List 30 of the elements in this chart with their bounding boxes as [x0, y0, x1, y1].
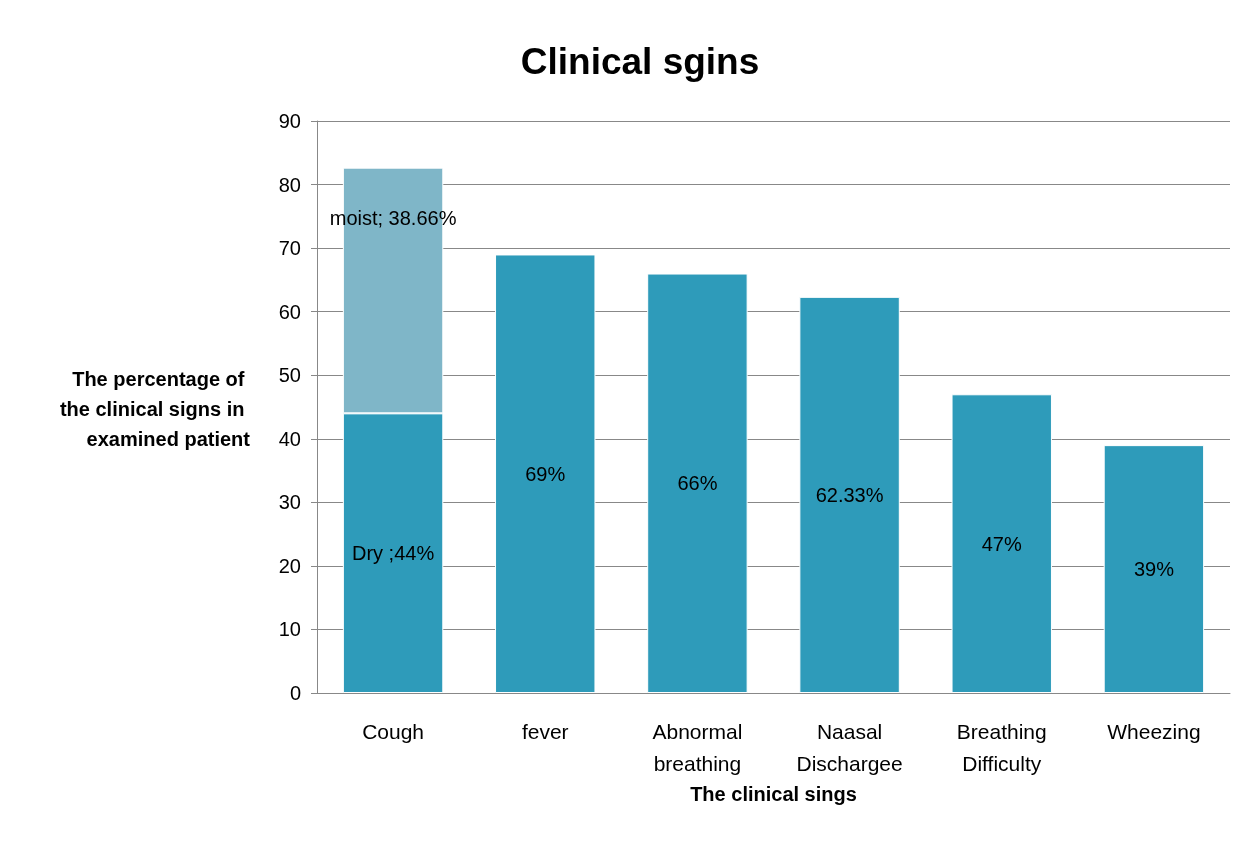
bar	[1103, 445, 1205, 693]
x-tick-label: Abnormal breathing	[652, 719, 743, 775]
data-label: 47%	[981, 532, 1022, 555]
bar	[647, 273, 748, 693]
x-tick-label: Naasal Dischargee	[796, 719, 903, 775]
x-axis-title: The clinical sings	[690, 782, 857, 805]
chart-title: Clinical sgins	[520, 41, 760, 82]
data-label: 66%	[677, 472, 718, 495]
data-label: 69%	[525, 462, 566, 485]
y-tick-label: 10	[278, 618, 301, 641]
data-label: 39%	[1133, 558, 1175, 581]
y-tick-label: 60	[278, 300, 301, 323]
x-tick-label: fever	[521, 719, 569, 743]
x-tick-label: Wheezing	[1107, 719, 1201, 743]
bar	[951, 394, 1052, 693]
data-label: Dry ;44%	[351, 542, 435, 565]
y-tick-label: 50	[278, 364, 301, 387]
y-axis-title: The percentage of the clinical signs in examined patient	[59, 368, 251, 450]
y-tick-label: 30	[278, 491, 301, 514]
data-label: 62.33%	[815, 483, 884, 506]
y-tick-label: 40	[278, 427, 301, 450]
bar	[495, 254, 596, 693]
y-tick-label: 80	[278, 173, 301, 196]
bar	[799, 296, 900, 693]
y-tick-label: 0	[289, 682, 301, 704]
x-tick-label: Cough	[362, 719, 425, 743]
y-tick-label: 70	[278, 237, 301, 260]
y-tick-label: 20	[278, 554, 301, 577]
x-tick-label: Breathing Difficulty	[956, 719, 1047, 775]
y-tick-label: 90	[278, 110, 301, 132]
